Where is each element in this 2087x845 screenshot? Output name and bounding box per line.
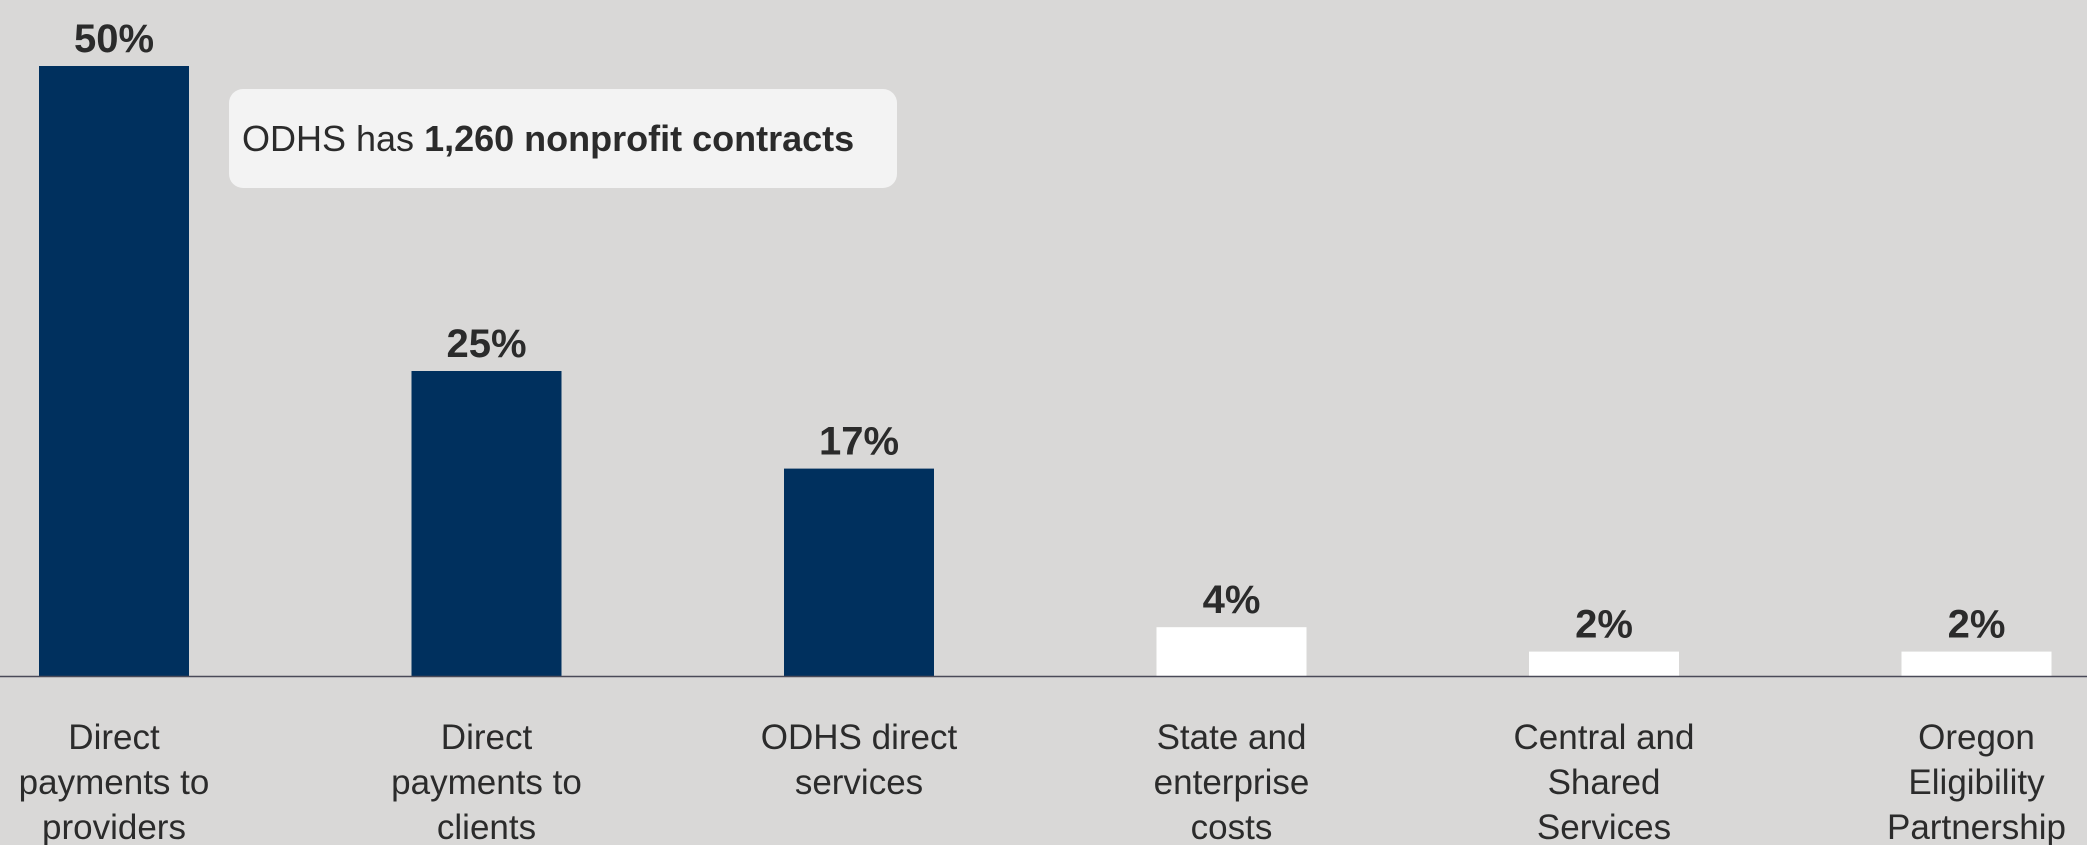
- category-label-6-line-2: Eligibility: [1908, 763, 2045, 802]
- callout-prefix: ODHS has: [242, 117, 415, 159]
- category-label-2: Direct payments to clients: [391, 718, 582, 845]
- category-label-4-line-1: State and: [1157, 718, 1307, 757]
- value-label-6: 2%: [1948, 603, 2006, 647]
- category-label-3: ODHS direct services: [761, 718, 958, 802]
- category-label-1-line-1: Direct: [68, 718, 160, 757]
- value-label-5: 2%: [1575, 603, 1633, 647]
- category-label-1-line-3: providers: [42, 808, 186, 845]
- bar-4: [1156, 627, 1307, 676]
- category-label-2-line-2: payments to: [391, 763, 582, 802]
- bars-group: [39, 66, 2052, 676]
- category-label-2-line-3: clients: [437, 808, 536, 845]
- category-labels-group: Direct payments to providers Direct payments…: [19, 718, 2066, 845]
- category-label-4: State and enterprise costs: [1154, 718, 1310, 845]
- callout-highlight: 1,260 nonprofit contracts: [424, 117, 855, 159]
- category-label-3-line-2: services: [795, 763, 923, 802]
- category-label-4-line-3: costs: [1191, 808, 1273, 845]
- value-label-2: 25%: [446, 322, 526, 366]
- bar-3: [784, 468, 934, 676]
- category-label-2-line-1: Direct: [441, 718, 533, 757]
- category-label-4-line-2: enterprise: [1154, 763, 1310, 802]
- category-label-5-line-3: Services: [1537, 808, 1671, 845]
- value-labels-group: 50% 25% 17% 4% 2% 2%: [74, 17, 2005, 647]
- value-label-1: 50%: [74, 17, 154, 61]
- bar-6: [1901, 651, 2052, 676]
- bar-1: [39, 66, 189, 676]
- category-label-5-line-1: Central and: [1514, 718, 1695, 757]
- category-label-5-line-2: Shared: [1548, 763, 1661, 802]
- category-label-5: Central and Shared Services: [1514, 718, 1695, 845]
- bar-5: [1529, 651, 1679, 676]
- nonprofit-contracts-callout: ODHS has 1,260 nonprofit contracts: [229, 89, 897, 188]
- value-label-3: 17%: [819, 420, 899, 464]
- category-label-3-line-1: ODHS direct: [761, 718, 958, 757]
- bar-2: [411, 371, 562, 676]
- category-label-6-line-1: Oregon: [1918, 718, 2035, 757]
- category-label-1-line-2: payments to: [19, 763, 210, 802]
- value-label-4: 4%: [1203, 578, 1261, 622]
- category-label-1: Direct payments to providers: [19, 718, 210, 845]
- category-label-6-line-3: Partnership: [1887, 808, 2066, 845]
- category-label-6: Oregon Eligibility Partnership: [1887, 718, 2066, 845]
